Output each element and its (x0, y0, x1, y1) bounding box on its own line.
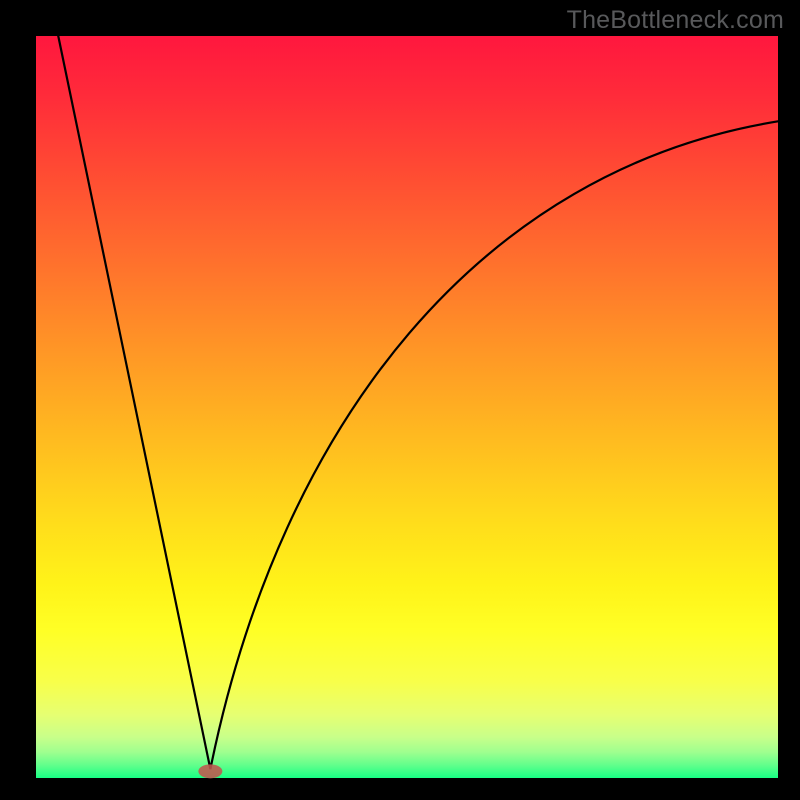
gradient-background (36, 36, 778, 778)
watermark-text: TheBottleneck.com (567, 6, 784, 35)
chart-svg (0, 0, 800, 800)
vertex-marker (198, 764, 222, 778)
chart-frame: TheBottleneck.com (0, 0, 800, 800)
